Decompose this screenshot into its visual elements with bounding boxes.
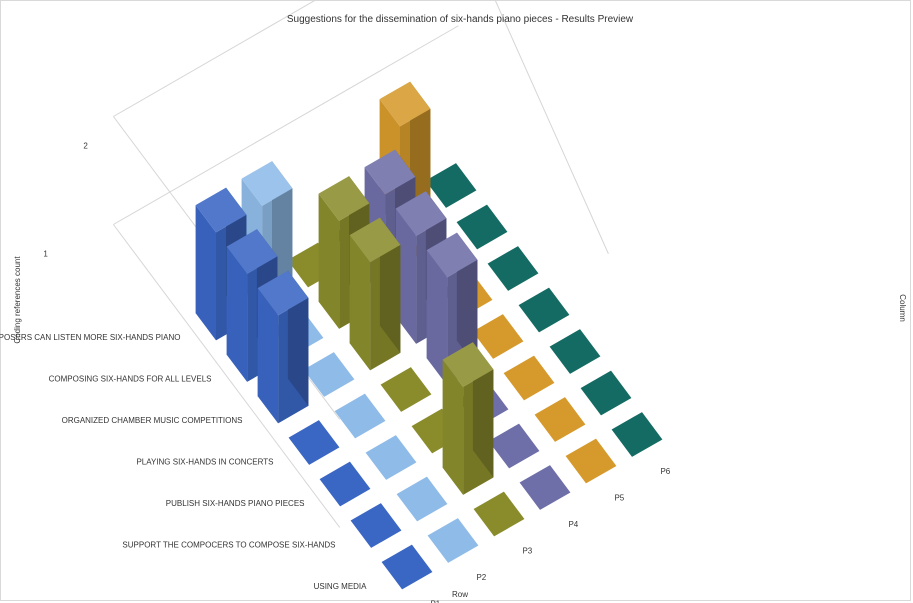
bar-top-face xyxy=(426,232,478,278)
bar-top-face xyxy=(472,314,524,359)
bar-top-face xyxy=(488,423,540,469)
bar-top-face xyxy=(395,191,447,236)
bar-6-P6[interactable] xyxy=(580,370,632,416)
bar-left-face xyxy=(395,208,417,344)
bar-6-P5[interactable] xyxy=(534,397,586,442)
column-label: P3 xyxy=(522,546,532,555)
bar-top-face xyxy=(381,544,433,590)
bar-top-face xyxy=(288,420,340,465)
bar-left-face xyxy=(318,193,340,329)
bar-top-face xyxy=(195,187,247,233)
row-label: ORGANIZED CHAMBER MUSIC COMPETITIONS xyxy=(62,416,243,425)
column-label: P5 xyxy=(614,493,624,502)
bar-top-face xyxy=(303,352,355,397)
bar-7-P1[interactable] xyxy=(381,544,433,590)
bar-6-P4[interactable] xyxy=(488,423,540,469)
bar-top-face xyxy=(365,435,417,480)
bar-top-face xyxy=(318,176,370,221)
gridline-back-1 xyxy=(113,25,459,225)
column-label: P1 xyxy=(430,599,440,603)
bar-top-face xyxy=(534,397,586,442)
bar-left-face xyxy=(257,288,279,424)
bar-4-P4[interactable] xyxy=(426,232,478,386)
column-axis-label: Column xyxy=(898,294,907,322)
bar-left-face xyxy=(442,359,464,495)
bar-top-face xyxy=(350,503,402,548)
bar-7-P4[interactable] xyxy=(519,465,571,510)
bar-4-P1[interactable] xyxy=(288,420,340,465)
column-label: P2 xyxy=(476,573,486,582)
bar-top-face xyxy=(580,370,632,416)
bar-6-P3[interactable] xyxy=(442,342,494,495)
bar-6-P1[interactable] xyxy=(350,503,402,548)
column-label: P4 xyxy=(568,520,578,529)
y-axis-label: Coding references count xyxy=(13,256,22,344)
bar-top-face xyxy=(226,229,278,274)
row-label: COMPOSING SIX-HANDS FOR ALL LEVELS xyxy=(49,374,212,383)
bar-top-face xyxy=(396,476,448,522)
bar-left-face xyxy=(426,250,448,386)
gridline-right xyxy=(494,0,609,254)
row-label: PLAYING SIX-HANDS IN CONCERTS xyxy=(136,457,273,466)
bar-top-face xyxy=(442,342,494,387)
bar-5-P6[interactable] xyxy=(549,329,601,374)
y-tick-label: 1 xyxy=(43,250,48,259)
bar-left-face xyxy=(349,235,371,371)
bar-6-P2[interactable] xyxy=(396,476,448,522)
bar-7-P5[interactable] xyxy=(565,438,617,484)
bar-top-face xyxy=(456,204,508,250)
bar-top-face xyxy=(487,246,539,291)
gridline-back-2 xyxy=(113,0,317,117)
bar-top-face xyxy=(549,329,601,374)
bar-top-face xyxy=(364,149,416,195)
bar-top-face xyxy=(473,491,525,537)
y-tick-label: 2 xyxy=(83,142,88,151)
bar-top-face xyxy=(503,355,555,401)
bar-left-face xyxy=(226,246,248,382)
bar-4-P2[interactable] xyxy=(334,393,386,439)
bar-top-face xyxy=(349,217,401,263)
row-label: COMPOSERS CAN LISTEN MORE SIX-HANDS PIAN… xyxy=(0,333,181,342)
bar-5-P2[interactable] xyxy=(365,435,417,480)
x-axis-label: Row xyxy=(452,590,468,599)
bar-top-face xyxy=(241,161,293,206)
gridline-left-1 xyxy=(112,224,341,528)
bar-7-P6[interactable] xyxy=(611,412,663,457)
bar-3-P2[interactable] xyxy=(303,352,355,397)
bar-4-P6[interactable] xyxy=(518,287,570,333)
column-label: P6 xyxy=(660,467,670,476)
bar-top-face xyxy=(319,461,371,507)
bar-top-face xyxy=(611,412,663,457)
bar-3-P6[interactable] xyxy=(487,246,539,291)
bar-5-P5[interactable] xyxy=(503,355,555,401)
bar-top-face xyxy=(519,465,571,510)
bar-top-face xyxy=(425,163,477,208)
bar-top-face xyxy=(380,367,432,412)
bar-left-face xyxy=(195,205,216,341)
bar-2-P6[interactable] xyxy=(456,204,508,250)
chart-title: Suggestions for the dissemination of six… xyxy=(287,14,634,25)
row-label: USING MEDIA xyxy=(314,582,368,591)
bar-top-face xyxy=(518,287,570,333)
bar-top-face xyxy=(427,518,479,563)
chart-bars xyxy=(195,81,663,590)
bar-5-P1[interactable] xyxy=(319,461,371,507)
bar-7-P2[interactable] xyxy=(427,518,479,563)
row-label: SUPPORT THE COMPOCERS TO COMPOSE SIX-HAN… xyxy=(122,540,335,549)
bar-1-P6[interactable] xyxy=(425,163,477,208)
chart-labels: 1 2 COMPOSERS CAN LISTEN MORE SIX-HANDS PI… xyxy=(0,142,671,603)
bar-top-face xyxy=(565,438,617,484)
row-label: PUBLISH SIX-HANDS PIANO PIECES xyxy=(166,499,305,508)
bar-top-face xyxy=(257,270,309,316)
bar-3-P3[interactable] xyxy=(349,217,401,371)
bar-7-P3[interactable] xyxy=(473,491,525,537)
bar-top-face xyxy=(379,81,431,127)
bar-top-face xyxy=(334,393,386,439)
bar-3-P1[interactable] xyxy=(257,270,309,424)
bar-4-P3[interactable] xyxy=(380,367,432,412)
bar-4-P5[interactable] xyxy=(472,314,524,359)
